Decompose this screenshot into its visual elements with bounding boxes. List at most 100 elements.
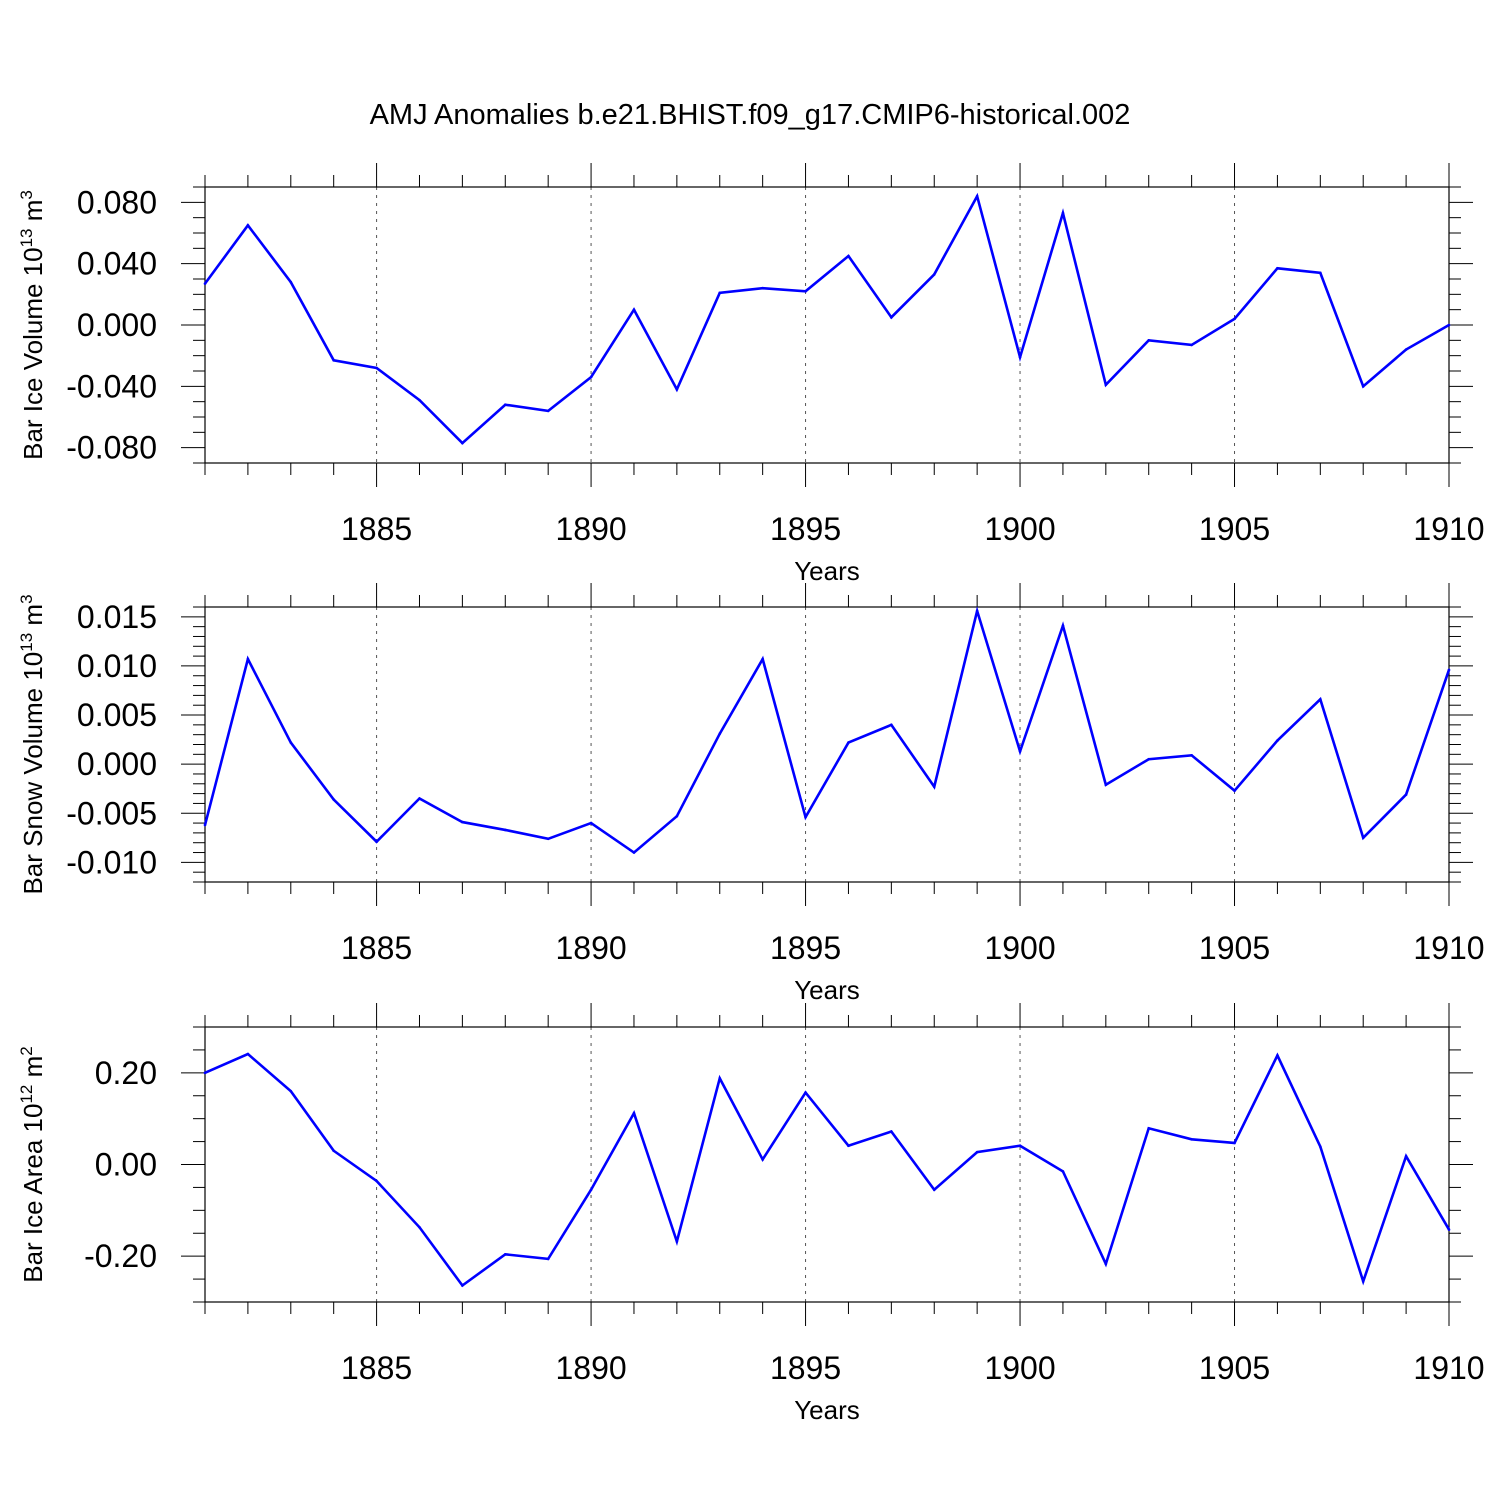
data-point — [589, 1188, 593, 1192]
data-point — [804, 1091, 807, 1094]
data-point — [1319, 698, 1322, 701]
y-tick-label: 0.005 — [77, 697, 157, 733]
y-axis-label-unit: m — [18, 604, 48, 633]
data-point — [418, 797, 421, 800]
data-point — [1104, 1262, 1108, 1266]
data-point — [975, 609, 979, 613]
figure-title: AMJ Anomalies b.e21.BHIST.f09_g17.CMIP6-… — [370, 99, 1131, 131]
panels: 0.080 0.040 0.000 -0.040 -0.080 1885 1890 1895 1… — [17, 163, 1485, 1425]
y-tick-label: 0.20 — [95, 1055, 157, 1091]
data-point — [332, 358, 335, 362]
data-point — [1061, 1170, 1065, 1173]
data-point — [1319, 1145, 1322, 1148]
data-point — [1276, 739, 1279, 742]
data-point — [632, 851, 636, 854]
data-point — [1447, 668, 1451, 672]
data-point — [332, 1149, 335, 1153]
data-point — [890, 316, 893, 319]
data-point — [1276, 266, 1279, 270]
data-point — [1147, 1126, 1151, 1130]
data-point — [718, 1077, 722, 1080]
series-line — [203, 192, 1450, 445]
data-point — [932, 785, 936, 789]
data-point — [1018, 355, 1022, 359]
plot-frame — [204, 606, 1450, 883]
y-axis-label-text: Bar Snow Volume 10 — [18, 652, 48, 895]
x-tick-label: 1895 — [770, 511, 841, 547]
y-axis-label: Bar Snow Volume 1013 m3 — [17, 594, 48, 894]
data-point — [761, 657, 764, 661]
data-point — [246, 657, 250, 661]
y-axis-label-exponent: 13 — [17, 633, 36, 652]
y-tick-label: 0.015 — [77, 599, 157, 635]
x-tick-label: 1885 — [341, 930, 412, 966]
y-axis-label: Bar Ice Area 1012 m2 — [17, 1046, 48, 1283]
y-axis-label-unit: m — [18, 1056, 48, 1085]
data-point — [1319, 271, 1322, 275]
y-tick-label: -0.080 — [66, 430, 157, 466]
data-point — [675, 1240, 679, 1243]
data-point — [1447, 1228, 1451, 1231]
data-point — [1404, 1154, 1408, 1158]
data-point — [632, 1111, 636, 1115]
x-tick-label: 1900 — [984, 511, 1055, 547]
x-tick-label: 1895 — [770, 1350, 841, 1386]
y-tick-label: -0.20 — [84, 1238, 157, 1274]
data-point — [1190, 754, 1193, 757]
data-point — [1104, 383, 1108, 387]
data-point — [375, 1179, 378, 1183]
data-point — [890, 1130, 893, 1133]
y-axis-label-exponent: 12 — [17, 1085, 36, 1104]
x-axis-label: Years — [794, 1395, 860, 1425]
series-line — [203, 606, 1451, 855]
x-tick-label: 1890 — [555, 1350, 626, 1386]
data-point — [1061, 211, 1065, 215]
data-point — [246, 1052, 250, 1056]
data-point — [375, 366, 378, 370]
data-point — [1404, 793, 1408, 796]
y-axis-label-unit-exponent: 3 — [17, 190, 36, 199]
data-point — [890, 723, 893, 727]
y-axis-label-exponent: 13 — [17, 228, 36, 247]
y-tick-label: -0.010 — [66, 844, 157, 880]
data-point — [761, 1158, 764, 1161]
plot-frame — [204, 1026, 1450, 1303]
data-point — [975, 1150, 979, 1154]
data-point — [1018, 750, 1022, 753]
data-point — [461, 1284, 464, 1287]
data-point — [761, 286, 764, 290]
data-point — [332, 798, 335, 801]
data-point — [718, 291, 722, 295]
data-point — [1061, 624, 1065, 627]
x-tick-label: 1885 — [341, 1350, 412, 1386]
x-tick-label: 1905 — [1199, 930, 1270, 966]
y-axis-label-unit: m — [18, 200, 48, 229]
data-point — [675, 814, 679, 818]
data-point — [1361, 836, 1365, 840]
y-tick-label: 0.000 — [77, 746, 157, 782]
data-point — [503, 828, 507, 832]
data-point — [847, 741, 850, 744]
y-axis-label-text: Bar Ice Area 10 — [18, 1104, 48, 1283]
data-point — [503, 403, 507, 407]
data-point — [289, 1089, 293, 1093]
data-point — [632, 308, 636, 311]
data-point — [1361, 385, 1365, 388]
x-tick-label: 1905 — [1199, 511, 1270, 547]
y-tick-label: -0.040 — [66, 368, 157, 404]
y-tick-label: 0.080 — [77, 184, 157, 220]
y-tick-label: 0.040 — [77, 246, 157, 282]
y-tick-label: 0.010 — [77, 648, 157, 684]
data-point — [804, 815, 807, 819]
data-point — [375, 840, 378, 844]
y-axis-label-text: Bar Ice Volume 10 — [18, 247, 48, 459]
x-tick-label: 1910 — [1413, 1350, 1484, 1386]
y-tick-label: 0.000 — [77, 307, 157, 343]
data-point — [289, 280, 293, 284]
data-point — [1147, 339, 1151, 342]
data-point — [847, 254, 850, 258]
data-point — [1104, 783, 1108, 787]
data-point — [1276, 1054, 1279, 1057]
data-point — [1190, 343, 1193, 347]
